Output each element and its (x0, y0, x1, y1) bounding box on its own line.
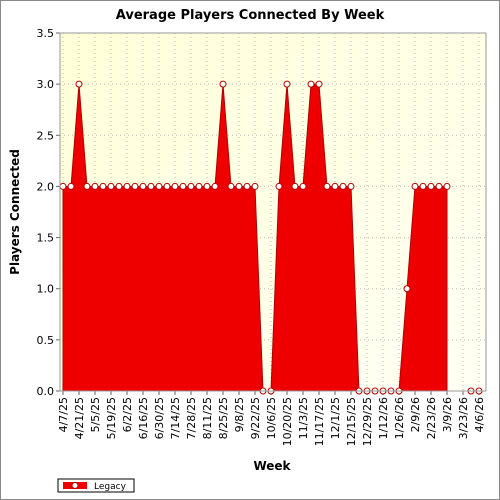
x-tick-label: 3/23/26 (457, 397, 470, 439)
point (243, 182, 251, 190)
x-tick-label: 2/9/26 (409, 397, 422, 432)
point (347, 182, 355, 190)
x-tick-label: 11/3/25 (297, 397, 310, 439)
x-tick-label: 7/28/25 (185, 397, 198, 439)
x-tick-label: 8/11/25 (201, 397, 214, 439)
point (323, 182, 331, 190)
x-tick-label: 8/25/25 (217, 397, 230, 439)
point (227, 182, 235, 190)
x-tick-label: 1/12/26 (377, 397, 390, 439)
point (179, 182, 187, 190)
x-tick-label: 3/9/26 (441, 397, 454, 432)
chart-title: Average Players Connected By Week (116, 8, 385, 23)
point (315, 80, 323, 88)
x-tick-label: 9/22/25 (249, 397, 262, 439)
point (75, 80, 83, 88)
x-tick-label: 12/15/25 (345, 397, 358, 446)
point (427, 182, 435, 190)
point (203, 182, 211, 190)
x-tick-label: 5/5/25 (89, 397, 102, 432)
point (139, 182, 147, 190)
point (99, 182, 107, 190)
point (123, 182, 131, 190)
point (299, 182, 307, 190)
point (131, 182, 139, 190)
y-tick-label: 2.0 (37, 180, 55, 193)
y-tick-label: 1.5 (37, 232, 55, 245)
point (147, 182, 155, 190)
legend: Legacy (57, 478, 135, 493)
x-tick-label: 11/17/25 (313, 397, 326, 446)
x-axis-title: Week (253, 459, 291, 473)
point (91, 182, 99, 190)
x-tick-label: 7/14/25 (169, 397, 182, 439)
point (219, 80, 227, 88)
point (211, 182, 219, 190)
point (403, 285, 411, 293)
y-axis-title: Players Connected (8, 149, 22, 275)
x-tick-label: 4/21/25 (73, 397, 86, 439)
y-tick-label: 3.5 (37, 27, 55, 40)
point (275, 182, 283, 190)
x-tick-label: 2/23/26 (425, 397, 438, 439)
x-tick-label: 12/29/25 (361, 397, 374, 446)
point (59, 182, 67, 190)
point (251, 182, 259, 190)
point (283, 80, 291, 88)
point (187, 182, 195, 190)
point (307, 80, 315, 88)
point (235, 182, 243, 190)
point (419, 182, 427, 190)
y-tick-label: 3.0 (37, 78, 55, 91)
point (155, 182, 163, 190)
legend-label: Legacy (94, 482, 127, 492)
x-tick-label: 10/6/25 (265, 397, 278, 439)
point (163, 182, 171, 190)
x-tick-label: 4/7/25 (57, 397, 70, 432)
point (195, 182, 203, 190)
point (331, 182, 339, 190)
x-tick-label: 1/26/26 (393, 397, 406, 439)
point (107, 182, 115, 190)
x-tick-label: 5/19/25 (105, 397, 118, 439)
x-tick-label: 6/16/25 (137, 397, 150, 439)
x-tick-label: 10/20/25 (281, 397, 294, 446)
x-tick-label: 6/30/25 (153, 397, 166, 439)
legend-marker (71, 482, 79, 489)
point (83, 182, 91, 190)
x-tick-label: 6/2/25 (121, 397, 134, 432)
point (67, 182, 75, 190)
point (411, 182, 419, 190)
y-tick-label: 0.0 (37, 385, 55, 398)
y-tick-label: 0.5 (37, 334, 55, 347)
x-tick-label: 4/6/26 (473, 397, 486, 432)
x-tick-label: 12/1/25 (329, 397, 342, 439)
plot-border (59, 32, 487, 392)
x-tick-label: 9/8/25 (233, 397, 246, 432)
point (443, 182, 451, 190)
y-tick-label: 2.5 (37, 129, 55, 142)
point (291, 182, 299, 190)
point (115, 182, 123, 190)
point (435, 182, 443, 190)
point (339, 182, 347, 190)
y-tick-label: 1.0 (37, 283, 55, 296)
point (171, 182, 179, 190)
